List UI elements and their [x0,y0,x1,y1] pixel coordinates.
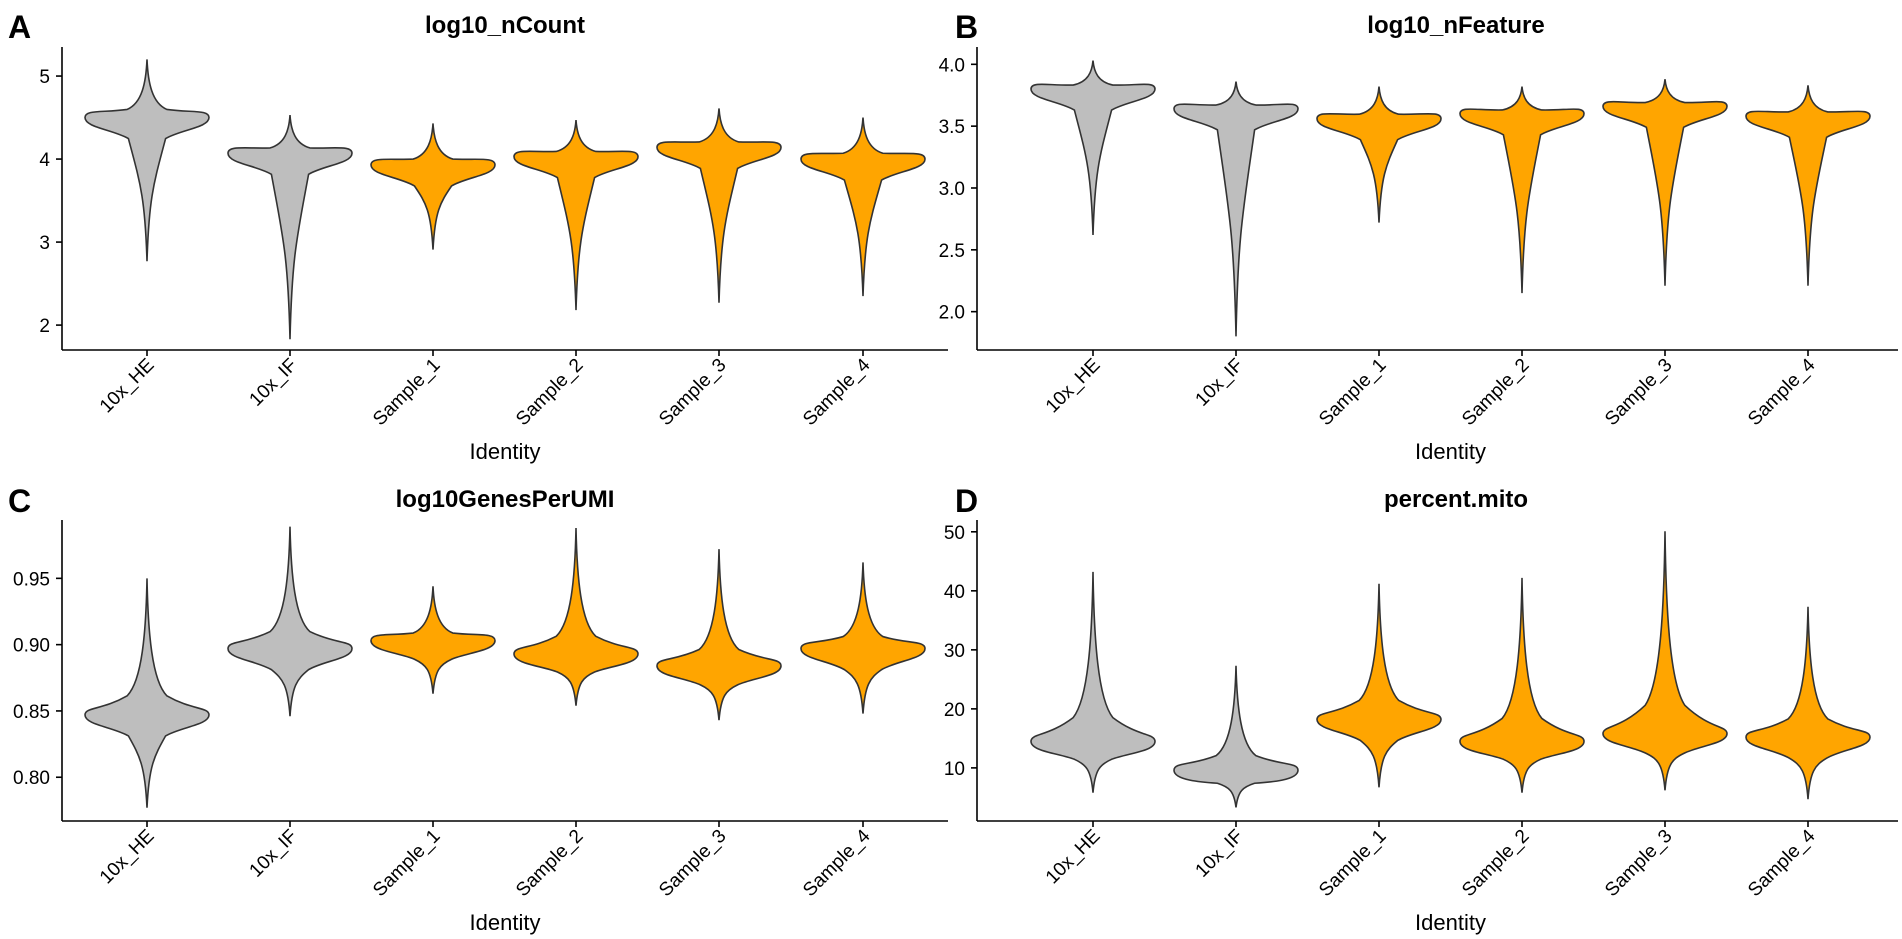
x-tick-label: Sample_3 [655,355,730,430]
violin-10x-if [1173,665,1299,808]
violin-sample-2 [513,119,639,311]
x-axis-title: Identity [470,910,541,935]
violin-10x-he [84,578,210,808]
x-tick-label: Sample_4 [1744,354,1820,430]
y-tick-label: 10 [944,759,965,780]
y-tick-label: 4 [39,150,50,171]
y-tick-label: 3 [39,233,50,254]
panel-title: percent.mito [1384,486,1528,513]
y-tick-label: 2.5 [939,241,965,262]
y-tick-label: 4.0 [939,55,965,76]
panel-letter: B [955,9,978,45]
y-tick-label: 5 [39,67,50,88]
violin-sample-1 [1316,583,1442,788]
y-tick-label: 0.80 [13,768,50,789]
x-tick-label: Sample_3 [655,826,730,901]
x-tick-label: Sample_3 [1601,826,1676,901]
x-tick-label: 10x_IF [246,826,302,882]
x-tick-label: Sample_2 [512,355,587,430]
violin-sample-1 [370,586,496,694]
violin-sample-4 [800,117,926,297]
violin-sample-3 [656,108,782,303]
y-tick-label: 30 [944,641,965,662]
violin-sample-2 [1459,577,1585,793]
violin-10x-he [1030,60,1156,236]
y-tick-label: 0.95 [13,569,50,590]
violin-sample-2 [1459,86,1585,294]
x-tick-label: Sample_4 [799,825,875,901]
violin-sample-4 [1745,606,1871,800]
x-axis-title: Identity [470,439,541,464]
violin-10x-if [227,526,353,717]
y-tick-label: 3.5 [939,117,965,138]
x-tick-label: 10x_HE [96,826,159,889]
y-tick-label: 20 [944,700,965,721]
y-tick-label: 50 [944,523,965,544]
x-axis-title: Identity [1415,439,1486,464]
panel-letter: D [955,483,978,519]
y-tick-label: 2.0 [939,303,965,324]
panel-title: log10_nCount [425,12,585,39]
panel-title: log10GenesPerUMI [396,486,615,513]
violin-10x-he [1030,571,1156,793]
y-tick-label: 3.0 [939,179,965,200]
y-tick-label: 0.85 [13,702,50,723]
x-tick-label: Sample_1 [1315,826,1390,901]
panel-letter: C [8,483,31,519]
violin-sample-4 [800,562,926,714]
x-tick-label: 10x_IF [1192,355,1248,411]
x-tick-label: Sample_4 [1744,825,1820,901]
violin-10x-he [84,59,210,262]
x-tick-label: Sample_4 [799,354,875,430]
x-tick-label: 10x_HE [1042,826,1105,889]
violin-10x-if [227,115,353,340]
y-tick-label: 40 [944,582,965,603]
x-tick-label: Sample_1 [1315,355,1390,430]
x-tick-label: Sample_1 [369,826,444,901]
x-tick-label: Sample_2 [1458,826,1533,901]
violin-sample-1 [1316,86,1442,223]
x-tick-label: 10x_HE [96,355,159,418]
violin-sample-2 [513,527,639,706]
panel-title: log10_nFeature [1367,12,1544,39]
violin-sample-1 [370,123,496,250]
violin-sample-3 [1602,79,1728,286]
y-tick-label: 0.90 [13,636,50,657]
x-tick-label: 10x_HE [1042,355,1105,418]
panel-letter: A [8,9,31,45]
x-tick-label: 10x_IF [246,355,302,411]
x-tick-label: Sample_2 [1458,355,1533,430]
violin-10x-if [1173,81,1299,337]
x-tick-label: Sample_2 [512,826,587,901]
x-axis-title: Identity [1415,910,1486,935]
x-tick-label: Sample_1 [369,355,444,430]
violin-sample-3 [656,549,782,721]
violin-sample-3 [1602,531,1728,791]
y-tick-label: 2 [39,316,50,337]
x-tick-label: 10x_IF [1192,826,1248,882]
violin-sample-4 [1745,85,1871,286]
x-tick-label: Sample_3 [1601,355,1676,430]
